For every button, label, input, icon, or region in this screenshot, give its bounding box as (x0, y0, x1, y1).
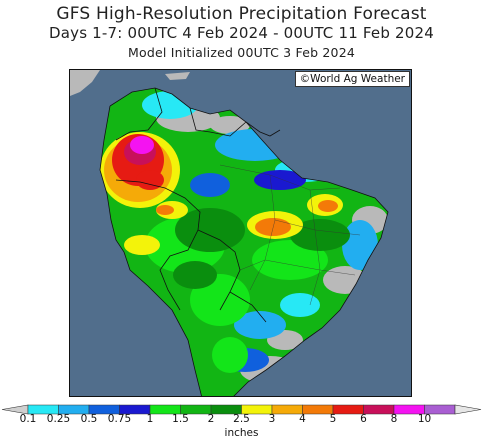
colorbar-tick-label: 8 (390, 413, 398, 425)
model-init-label: Model Initialized 00UTC 3 Feb 2024 (127, 45, 356, 60)
colorbar-cells (1, 404, 482, 415)
colorbar-tick-label: 2 (207, 413, 215, 425)
colorbar-tick-label: 1 (146, 413, 154, 425)
forecast-period: Days 1-7: 00UTC 4 Feb 2024 - 00UTC 11 Fe… (48, 24, 435, 42)
colorbar-cell (302, 404, 334, 415)
state-borders (219, 164, 361, 306)
colorbar-tick-label: 0.75 (107, 413, 132, 425)
units-label: inches (224, 427, 259, 439)
caribbean-island (165, 72, 190, 80)
precip-colorbar (1, 404, 482, 415)
colorbar-cell (332, 404, 364, 415)
colorbar-tick-label: 3 (268, 413, 276, 425)
colorbar-tick-label: 5 (329, 413, 337, 425)
colorbar-tick-label: 0.5 (80, 413, 98, 425)
colorbar-tick-label: 0.25 (46, 413, 71, 425)
country-borders (99, 87, 389, 396)
colorbar-cell (271, 404, 303, 415)
central-america-land (70, 70, 100, 96)
colorbar-tick-label: 2.5 (233, 413, 250, 425)
colorbar-cell (363, 404, 395, 415)
map-title: GFS High-Resolution Precipitation Foreca… (56, 4, 427, 24)
colorbar-tick-label: 1.5 (172, 413, 189, 425)
colorbar-tick-label: 6 (360, 413, 367, 425)
colorbar-tick-label: 10 (417, 413, 432, 425)
colorbar-tick-label: 4 (299, 413, 306, 425)
precipitation-map: ©World Ag Weather (69, 69, 412, 397)
credit-label: ©World Ag Weather (294, 71, 410, 87)
colorbar-high-cap (454, 404, 482, 415)
colorbar-tick-label: 0.1 (19, 413, 37, 425)
precip-map-graphic (70, 70, 411, 396)
